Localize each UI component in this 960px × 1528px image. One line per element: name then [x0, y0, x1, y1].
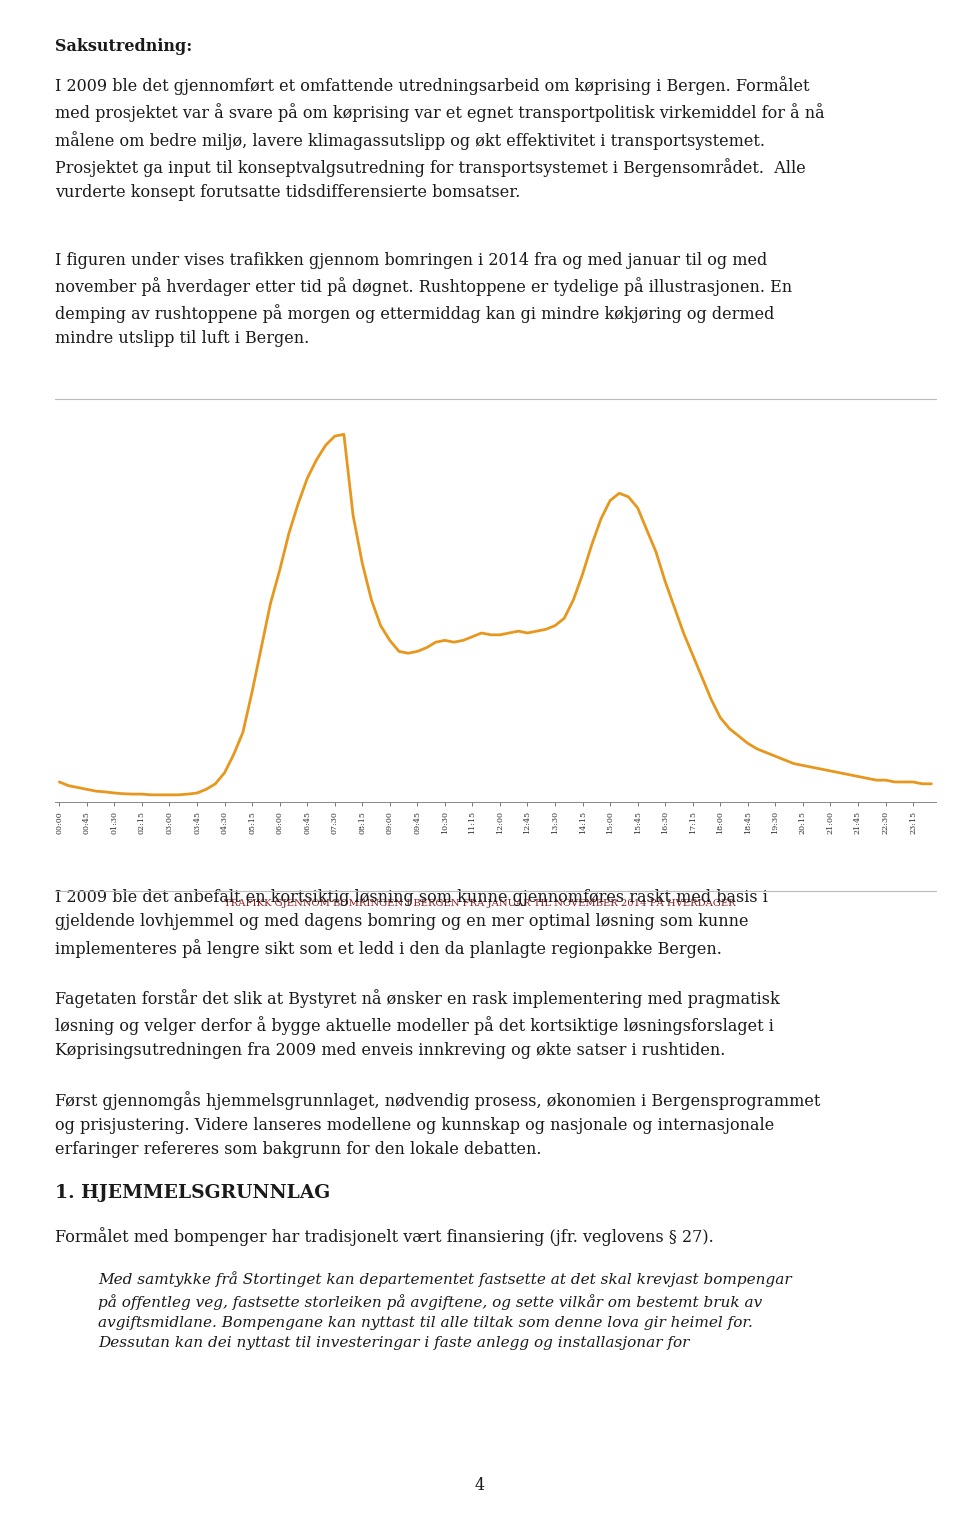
Text: 1. HJEMMELSGRUNNLAG: 1. HJEMMELSGRUNNLAG — [55, 1184, 330, 1203]
Text: Med samtykke frå Stortinget kan departementet fastsette at det skal krevjast bom: Med samtykke frå Stortinget kan departem… — [98, 1271, 792, 1351]
Text: Formålet med bompenger har tradisjonelt vært finansiering (jfr. veglovens § 27).: Formålet med bompenger har tradisjonelt … — [55, 1227, 713, 1245]
Text: Først gjennomgås hjemmelsgrunnlaget, nødvendig prosess, økonomien i Bergensprogr: Først gjennomgås hjemmelsgrunnlaget, nød… — [55, 1091, 820, 1158]
Text: 4: 4 — [475, 1478, 485, 1494]
Text: I 2009 ble det anbefalt en kortsiktig løsning som kunne gjennomføres raskt med b: I 2009 ble det anbefalt en kortsiktig lø… — [55, 889, 768, 958]
Text: TRAFIKK GJENNOM BOMRINGEN I BERGEN FRA JANUAR TIL NOVEMBER 2014 PÅ HVERDAGER: TRAFIKK GJENNOM BOMRINGEN I BERGEN FRA J… — [225, 897, 735, 908]
Text: Fagetaten forstår det slik at Bystyret nå ønsker en rask implementering med prag: Fagetaten forstår det slik at Bystyret n… — [55, 989, 780, 1059]
Text: Saksutredning:: Saksutredning: — [55, 38, 192, 55]
Text: I figuren under vises trafikken gjennom bomringen i 2014 fra og med januar til o: I figuren under vises trafikken gjennom … — [55, 252, 792, 347]
Text: I 2009 ble det gjennomført et omfattende utredningsarbeid om køprising i Bergen.: I 2009 ble det gjennomført et omfattende… — [55, 76, 825, 200]
